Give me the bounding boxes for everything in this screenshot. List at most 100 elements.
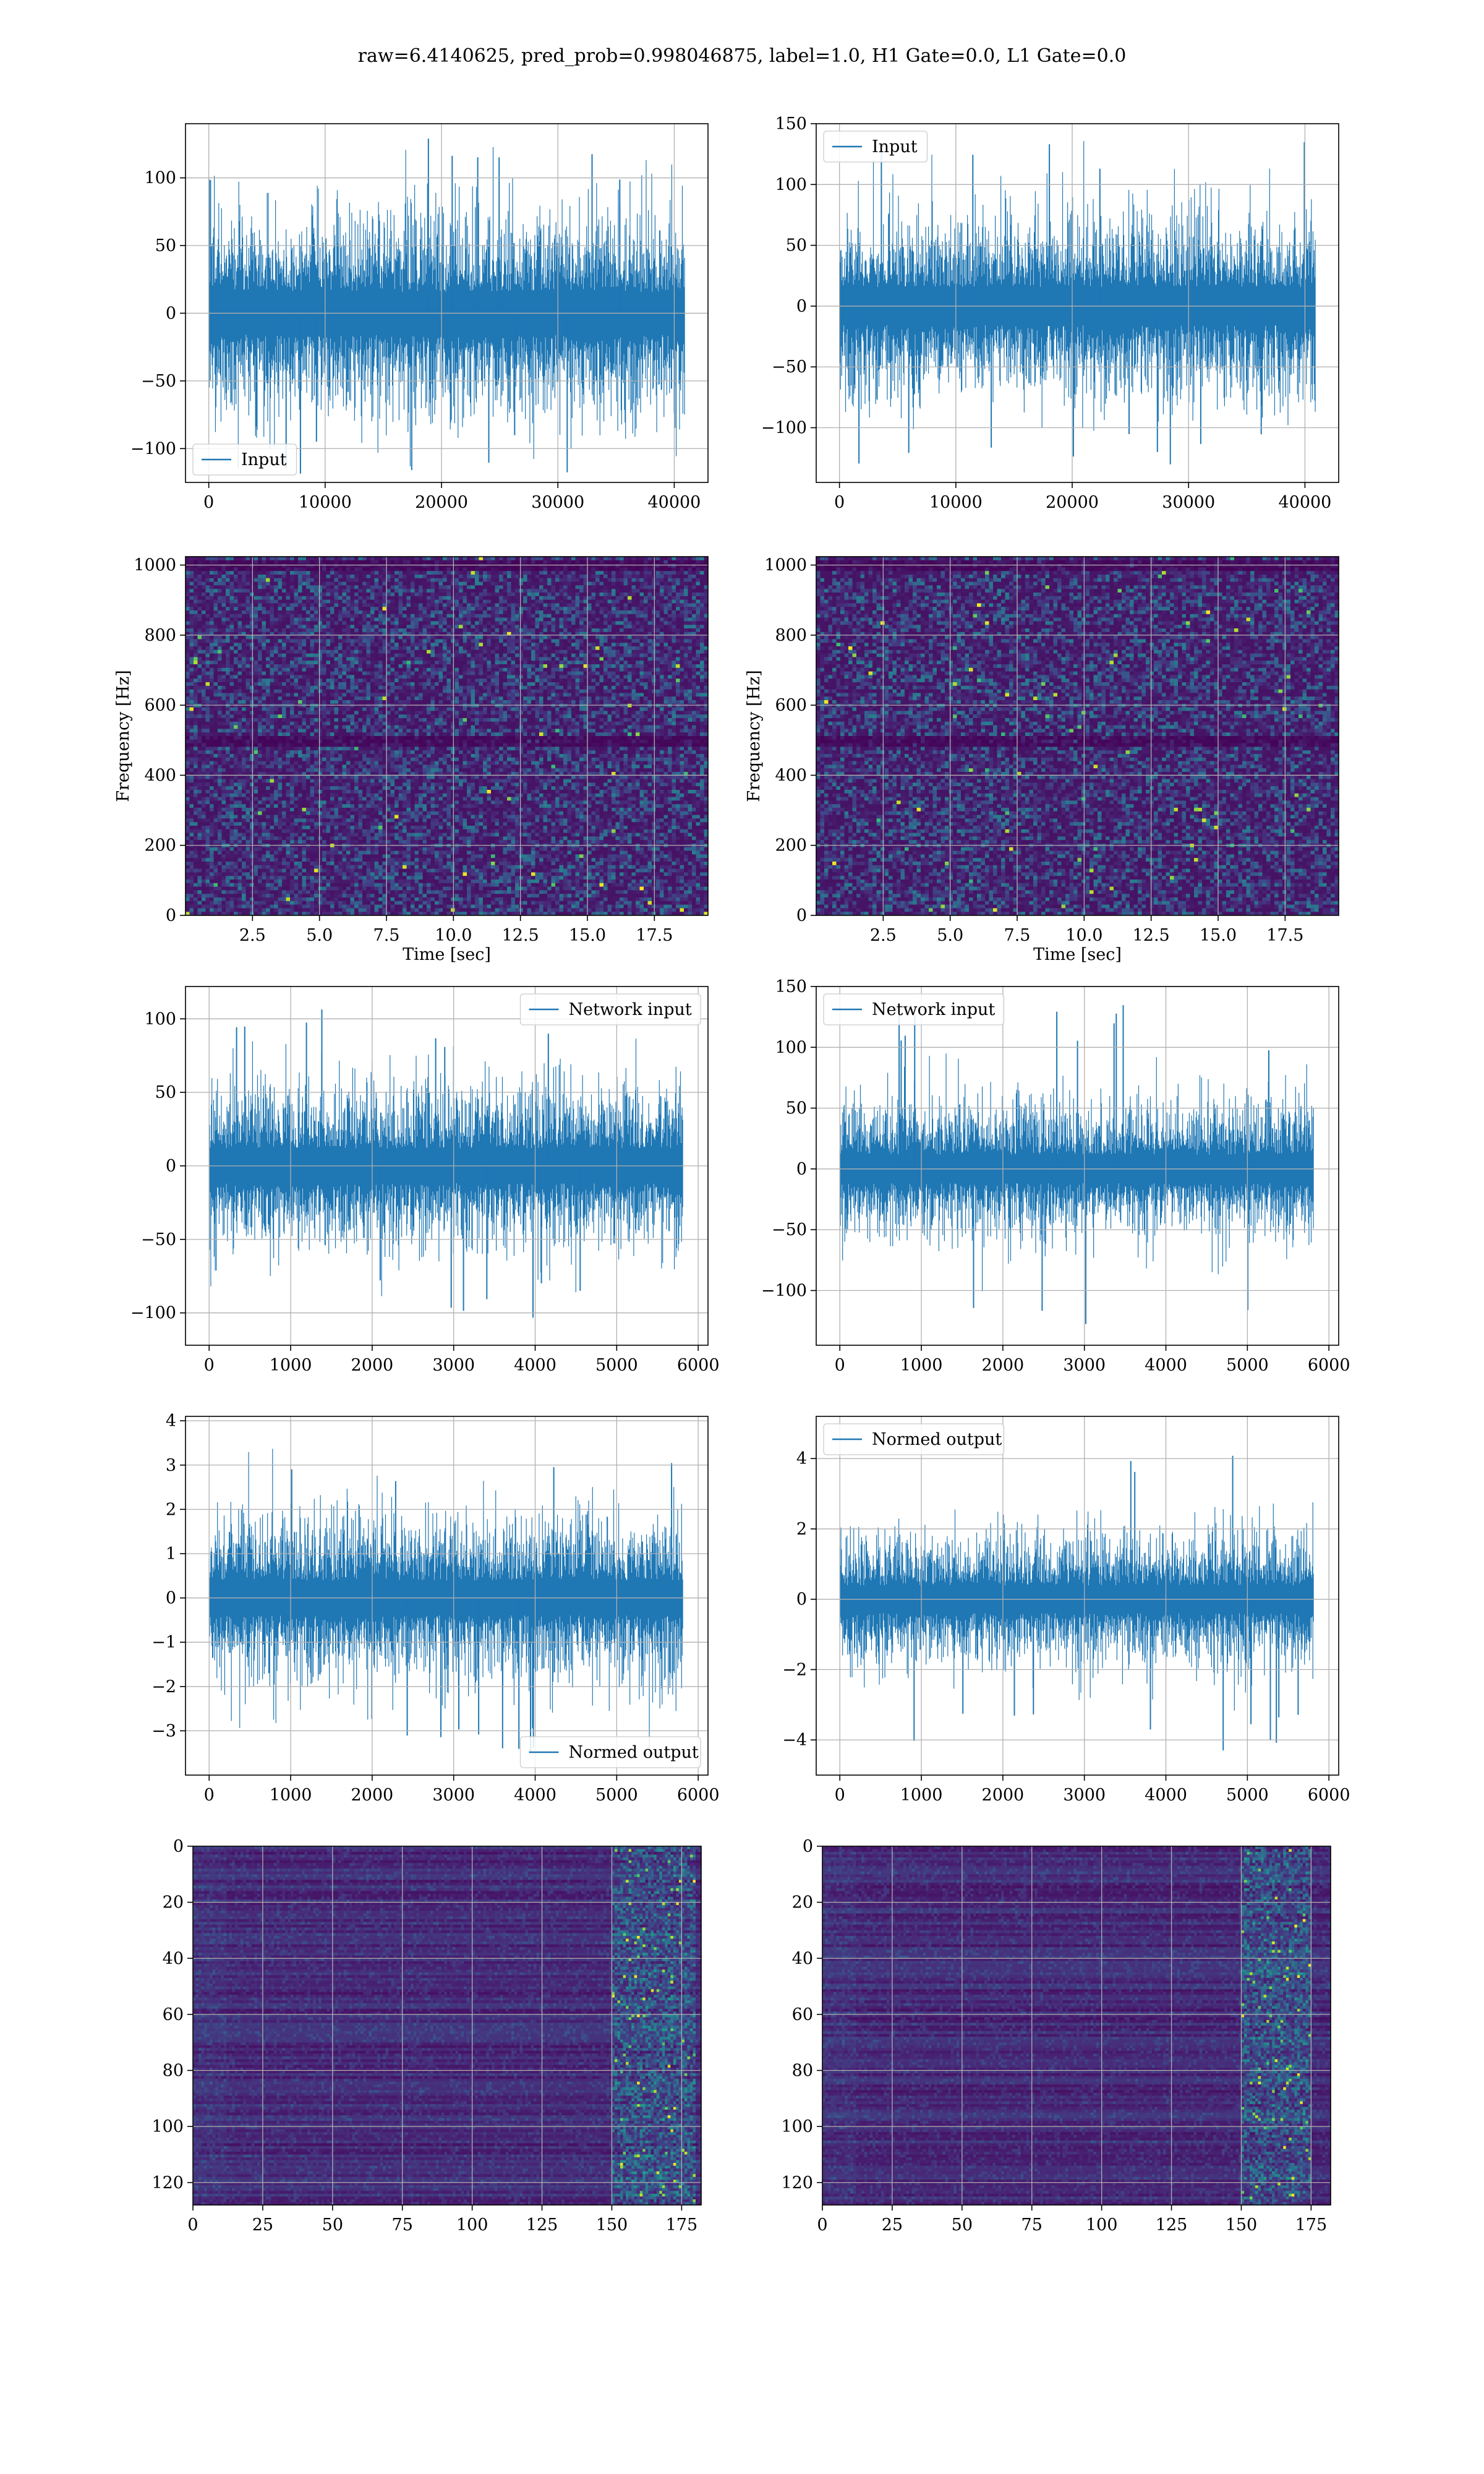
x-tick-label: 3000 bbox=[1063, 1786, 1106, 1805]
y-tick-label: 100 bbox=[775, 1038, 807, 1057]
y-tick-label: 0 bbox=[803, 1837, 813, 1856]
normed-output-l1-legend: Normed output bbox=[824, 1424, 1004, 1455]
x-tick-label: 6000 bbox=[677, 1786, 720, 1805]
y-tick-label: 80 bbox=[163, 2061, 184, 2081]
x-tick-label: 0 bbox=[817, 2215, 827, 2235]
y-tick-label: 150 bbox=[775, 977, 807, 996]
x-tick-label: 10000 bbox=[299, 493, 352, 512]
spectrogram-h1-plot-area bbox=[186, 557, 709, 916]
spectrogram-h1-ylabel: Frequency [Hz] bbox=[114, 670, 133, 802]
spectrogram-l1-plot-area bbox=[816, 557, 1339, 916]
x-tick-label: 20000 bbox=[1046, 493, 1099, 512]
y-tick-label: −50 bbox=[772, 1220, 807, 1239]
x-tick-label: 1000 bbox=[900, 1786, 943, 1805]
y-tick-label: −50 bbox=[141, 1230, 176, 1249]
x-tick-label: 3000 bbox=[1063, 1356, 1106, 1375]
x-tick-label: 1000 bbox=[270, 1356, 312, 1375]
x-tick-label: 2.5 bbox=[239, 926, 266, 945]
spectrogram-l1-ylabel: Frequency [Hz] bbox=[744, 670, 764, 802]
y-tick-label: −100 bbox=[130, 439, 176, 458]
x-tick-label: 17.5 bbox=[1266, 926, 1303, 945]
figure-title: raw=6.4140625, pred_prob=0.998046875, la… bbox=[358, 45, 1127, 67]
x-tick-label: 0 bbox=[204, 1356, 215, 1375]
y-tick-label: 60 bbox=[792, 2005, 813, 2024]
x-tick-label: 30000 bbox=[1162, 493, 1215, 512]
y-tick-label: 20 bbox=[792, 1893, 813, 1912]
x-tick-label: 20000 bbox=[415, 493, 468, 512]
y-tick-label: 150 bbox=[775, 114, 807, 134]
y-tick-label: 2 bbox=[166, 1500, 176, 1519]
y-tick-label: 100 bbox=[144, 169, 176, 188]
x-tick-label: 0 bbox=[834, 493, 845, 512]
y-tick-label: 0 bbox=[173, 1837, 184, 1856]
y-tick-label: 100 bbox=[144, 1009, 176, 1029]
network-input-l1-legend: Network input bbox=[824, 994, 1004, 1025]
x-tick-label: 5.0 bbox=[937, 926, 963, 945]
x-tick-label: 6000 bbox=[677, 1356, 720, 1375]
x-tick-label: 4000 bbox=[1145, 1786, 1187, 1805]
y-tick-label: −4 bbox=[782, 1731, 807, 1750]
spectrogram-l1-panel: 2.5 5.0 7.5 10.0 12.5 15.0 17.5020040060080010… bbox=[744, 556, 1339, 964]
feature-map-h1-cells bbox=[193, 1846, 702, 2206]
y-tick-label: 0 bbox=[796, 1590, 807, 1609]
x-tick-label: 2000 bbox=[982, 1786, 1025, 1805]
x-tick-label: 12.5 bbox=[502, 926, 539, 945]
x-tick-label: 15.0 bbox=[1200, 926, 1237, 945]
y-tick-label: −2 bbox=[151, 1677, 176, 1697]
y-tick-label: −100 bbox=[761, 1282, 807, 1301]
x-tick-label: 17.5 bbox=[636, 926, 673, 945]
x-tick-label: 0 bbox=[835, 1786, 845, 1805]
y-tick-label: 0 bbox=[166, 1157, 176, 1176]
x-tick-label: 7.5 bbox=[373, 926, 400, 945]
x-tick-label: 100 bbox=[1086, 2215, 1118, 2235]
legend-label: Network input bbox=[872, 1000, 995, 1019]
y-tick-label: 120 bbox=[151, 2173, 184, 2193]
y-tick-label: 400 bbox=[775, 766, 807, 785]
y-tick-label: 1000 bbox=[764, 556, 807, 575]
y-tick-label: 0 bbox=[796, 1160, 807, 1179]
y-tick-label: 200 bbox=[144, 836, 176, 855]
x-tick-label: 4000 bbox=[1145, 1356, 1187, 1375]
y-tick-label: 0 bbox=[796, 297, 807, 316]
feature-map-h1-plot-area bbox=[193, 1846, 702, 2206]
x-tick-label: 2.5 bbox=[870, 926, 897, 945]
y-tick-label: 1 bbox=[166, 1544, 176, 1564]
network-input-h1-legend: Network input bbox=[521, 994, 701, 1025]
x-tick-label: 12.5 bbox=[1133, 926, 1170, 945]
x-tick-label: 5000 bbox=[595, 1786, 638, 1805]
y-tick-label: 0 bbox=[796, 906, 807, 925]
y-tick-label: 4 bbox=[796, 1449, 807, 1468]
y-tick-label: 40 bbox=[792, 1949, 813, 1968]
y-tick-label: 50 bbox=[786, 1099, 807, 1118]
y-tick-label: −100 bbox=[761, 419, 807, 438]
x-tick-label: 50 bbox=[322, 2215, 343, 2235]
x-tick-label: 125 bbox=[1156, 2215, 1188, 2235]
y-tick-label: 120 bbox=[781, 2173, 813, 2193]
y-tick-label: 3 bbox=[166, 1456, 176, 1475]
x-tick-label: 1000 bbox=[900, 1356, 943, 1375]
y-tick-label: 800 bbox=[144, 626, 176, 645]
x-tick-label: 10.0 bbox=[1065, 926, 1102, 945]
x-tick-label: 5.0 bbox=[306, 926, 333, 945]
spectrogram-h1-panel: 2.5 5.0 7.5 10.0 12.5 15.0 17.5020040060080010… bbox=[114, 556, 709, 964]
x-tick-label: 0 bbox=[187, 2215, 198, 2235]
legend-label: Input bbox=[872, 137, 918, 156]
y-tick-label: 800 bbox=[775, 626, 807, 645]
x-tick-label: 0 bbox=[835, 1356, 845, 1375]
spectrogram-l1-xlabel: Time [sec] bbox=[1033, 945, 1122, 964]
x-tick-label: 40000 bbox=[647, 493, 701, 512]
x-tick-label: 25 bbox=[882, 2215, 903, 2235]
x-tick-label: 75 bbox=[1021, 2215, 1043, 2235]
x-tick-label: 3000 bbox=[432, 1786, 475, 1805]
x-tick-label: 175 bbox=[666, 2215, 698, 2235]
x-tick-label: 0 bbox=[204, 1786, 215, 1805]
legend-label: Input bbox=[241, 450, 287, 469]
x-tick-label: 75 bbox=[392, 2215, 413, 2235]
x-tick-label: 6000 bbox=[1308, 1356, 1350, 1375]
spectrogram-l1-cells bbox=[816, 557, 1339, 916]
legend-label: Normed output bbox=[872, 1430, 1002, 1449]
y-tick-label: 0 bbox=[166, 906, 176, 925]
y-tick-label: 1000 bbox=[134, 556, 176, 575]
